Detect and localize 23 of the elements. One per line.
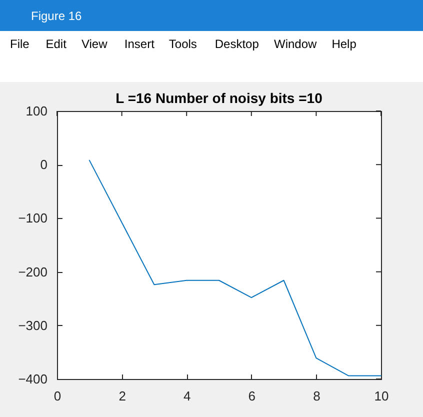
- text: Window: [274, 37, 318, 51]
- y-tick-label: −200: [18, 264, 48, 280]
- text: Insert: [124, 37, 156, 51]
- text: Tools: [168, 37, 197, 51]
- text: Desktop: [214, 37, 260, 51]
- text: File: [10, 37, 30, 51]
- caption: Figure 16: [31, 9, 82, 23]
- text: Edit: [46, 37, 68, 51]
- x-tick-label: 8: [313, 388, 320, 404]
- x-tick-label: 10: [374, 388, 389, 404]
- x-tick-label: 2: [118, 388, 126, 404]
- y-tick-label: −300: [18, 318, 48, 333]
- x-tick-label: 4: [183, 388, 191, 404]
- x-tick-label: 6: [248, 388, 256, 404]
- x-tick-label: 0: [54, 388, 62, 404]
- y-tick-label: 0: [40, 157, 48, 172]
- y-tick-label: 100: [26, 104, 48, 118]
- chart-title: L =16 Number of noisy bits =10: [116, 90, 323, 106]
- y-tick-label: −100: [18, 210, 48, 226]
- line-series: [88, 160, 382, 376]
- text: View: [81, 37, 108, 51]
- y-tick-label: −400: [18, 372, 48, 386]
- text: Help: [332, 37, 357, 51]
